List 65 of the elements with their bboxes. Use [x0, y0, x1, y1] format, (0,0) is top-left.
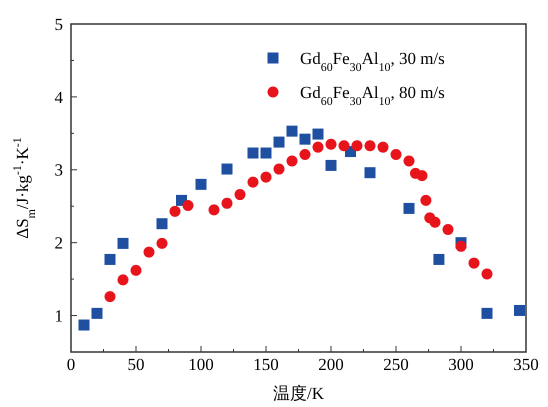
y-tick-label: 3 [54, 160, 63, 180]
x-tick-label: 0 [66, 355, 76, 374]
point [92, 308, 102, 319]
point [430, 216, 440, 228]
x-tick-label: 50 [128, 355, 144, 374]
point [248, 148, 258, 159]
point [156, 218, 168, 230]
point [482, 268, 492, 280]
point [420, 194, 432, 206]
point [144, 246, 154, 258]
y-tick-label: 5 [54, 14, 63, 34]
point [286, 126, 298, 137]
point [300, 134, 310, 145]
point [338, 140, 350, 152]
point [130, 264, 142, 276]
point [364, 140, 376, 152]
point [352, 140, 362, 152]
point [274, 136, 284, 148]
y-tick-label: 4 [54, 88, 64, 107]
point [326, 160, 336, 171]
point [433, 254, 444, 265]
point [208, 204, 220, 216]
point [404, 156, 414, 167]
point [78, 320, 90, 331]
point [378, 142, 388, 153]
point [260, 172, 272, 183]
point [404, 202, 414, 214]
y-tick-label: 1 [54, 306, 63, 326]
point [482, 308, 492, 319]
point [300, 148, 310, 160]
point [248, 176, 258, 188]
point [222, 198, 232, 209]
x-axis-title: 温度/K [273, 384, 325, 403]
point [170, 206, 180, 217]
x-tick-label: 100 [188, 355, 214, 374]
x-tick-label: 250 [383, 355, 409, 374]
point [286, 156, 298, 167]
legend-label: Gd$_{60}$Fe$_{30}$Al$_{10}$, 30 m/s [300, 48, 445, 74]
point [312, 128, 324, 140]
point [104, 254, 116, 265]
point [196, 178, 206, 190]
point [468, 258, 480, 269]
x-tick-label: 150 [253, 355, 279, 374]
x-tick-label: 300 [448, 355, 474, 374]
point [390, 148, 402, 160]
x-tick-label: 350 [513, 355, 539, 374]
point [514, 304, 525, 316]
point [364, 167, 376, 178]
point [118, 274, 128, 286]
point [260, 148, 272, 159]
y-tick-label: 2 [54, 234, 63, 253]
point [182, 200, 194, 211]
point [222, 164, 232, 175]
point [274, 164, 284, 175]
point [234, 189, 246, 200]
point [312, 142, 324, 153]
point [442, 224, 454, 236]
point [456, 240, 466, 252]
point [416, 170, 428, 182]
point [156, 238, 168, 249]
legend-label: Gd$_{60}$Fe$_{30}$Al$_{10}$, 80 m/s [300, 82, 445, 108]
point [326, 138, 336, 150]
point [118, 238, 128, 249]
point [104, 291, 116, 302]
x-tick-label: 200 [318, 355, 344, 374]
